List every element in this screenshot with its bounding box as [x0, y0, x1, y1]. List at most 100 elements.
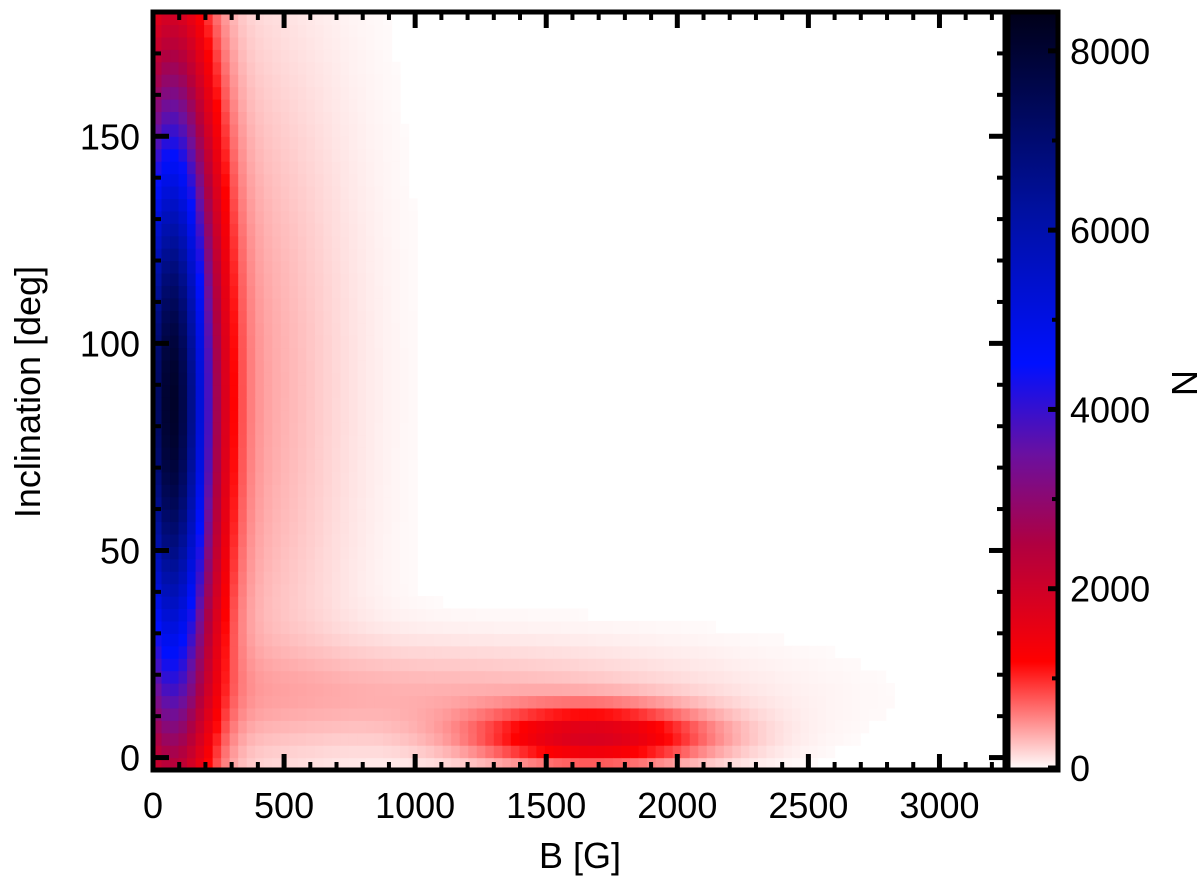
heatmap-cell: [732, 720, 742, 734]
heatmap-cell: [331, 397, 342, 411]
heatmap-cell: [195, 335, 205, 349]
heatmap-cell: [400, 248, 410, 262]
y-tick-label: 50: [100, 530, 140, 571]
heatmap-cell: [374, 173, 384, 187]
heatmap-cell: [809, 707, 819, 721]
heatmap-cell: [212, 633, 222, 647]
heatmap-cell: [374, 49, 384, 63]
heatmap-cell: [340, 422, 350, 436]
heatmap-cell: [340, 310, 350, 324]
heatmap-cell: [340, 720, 350, 734]
heatmap-cell: [263, 185, 273, 199]
heatmap-cell: [246, 173, 256, 187]
heatmap-cell: [383, 347, 393, 361]
heatmap-cell: [323, 36, 333, 50]
heatmap-cell: [366, 434, 376, 448]
heatmap-cell: [374, 446, 384, 460]
heatmap-cell: [340, 235, 350, 249]
heatmap-cell: [272, 484, 282, 498]
heatmap-cell: [289, 111, 299, 125]
heatmap-cell: [229, 707, 239, 721]
heatmap-cell: [340, 633, 350, 647]
heatmap-cell: [826, 670, 836, 684]
heatmap-cell: [170, 161, 180, 175]
heatmap-cell: [579, 732, 589, 746]
heatmap-cell: [408, 509, 418, 523]
heatmap-cell: [366, 422, 376, 436]
heatmap-cell: [331, 235, 342, 249]
heatmap-cell: [579, 683, 589, 697]
heatmap-cell: [314, 397, 324, 411]
heatmap-cell: [340, 571, 350, 585]
heatmap-cell: [280, 446, 290, 460]
heatmap-cell: [331, 484, 342, 498]
heatmap-cell: [383, 484, 393, 498]
heatmap-cell: [280, 347, 290, 361]
heatmap-cell: [774, 633, 785, 647]
heatmap-cell: [357, 248, 367, 262]
heatmap-cell: [877, 683, 887, 697]
heatmap-cell: [383, 384, 393, 398]
heatmap-cell: [170, 86, 180, 100]
heatmap-cell: [851, 707, 861, 721]
heatmap-cell: [323, 658, 333, 672]
heatmap-cell: [229, 757, 239, 771]
heatmap-cell: [204, 148, 214, 162]
heatmap-cell: [204, 335, 214, 349]
heatmap-cell: [221, 397, 231, 411]
heatmap-cell: [391, 620, 401, 634]
heatmap-cell: [170, 198, 180, 212]
heatmap-cell: [289, 12, 299, 26]
heatmap-cell: [391, 372, 401, 386]
heatmap-cell: [596, 670, 606, 684]
heatmap-cell: [289, 608, 299, 622]
heatmap-cell: [289, 658, 299, 672]
heatmap-cell: [809, 658, 819, 672]
heatmap-cell: [238, 446, 248, 460]
heatmap-cell: [493, 645, 503, 659]
heatmap-cell: [153, 297, 163, 311]
heatmap-cell: [195, 732, 205, 746]
heatmap-cell: [613, 620, 623, 634]
heatmap-cell: [493, 633, 503, 647]
heatmap-cell: [417, 683, 427, 697]
heatmap-cell: [195, 571, 205, 585]
heatmap-cell: [442, 658, 452, 672]
heatmap-cell: [374, 136, 384, 150]
heatmap-cell: [527, 683, 537, 697]
heatmap-cell: [178, 446, 188, 460]
heatmap-cell: [323, 161, 333, 175]
heatmap-cell: [860, 720, 870, 734]
heatmap-cell: [195, 546, 205, 560]
heatmap-cell: [826, 707, 836, 721]
heatmap-cell: [263, 533, 273, 547]
heatmap-cell: [664, 720, 674, 734]
heatmap-cell: [306, 670, 316, 684]
heatmap-cell: [314, 434, 324, 448]
heatmap-cell: [408, 322, 418, 336]
heatmap-cell: [314, 260, 324, 274]
heatmap-cell: [340, 36, 350, 50]
heatmap-cell: [238, 757, 248, 771]
heatmap-cell: [153, 384, 163, 398]
heatmap-cell: [229, 459, 239, 473]
heatmap-cell: [630, 620, 640, 634]
heatmap-cell: [391, 74, 401, 88]
heatmap-cell: [280, 248, 290, 262]
heatmap-cell: [187, 496, 197, 510]
heatmap-cell: [519, 633, 529, 647]
heatmap-cell: [314, 422, 324, 436]
heatmap-cell: [817, 670, 827, 684]
heatmap-cell: [383, 111, 393, 125]
heatmap-cell: [238, 285, 248, 299]
heatmap-cell: [161, 136, 171, 150]
heatmap-cell: [187, 695, 197, 709]
heatmap-cell: [153, 596, 163, 610]
heatmap-cell: [306, 272, 316, 286]
heatmap-cell: [417, 732, 427, 746]
heatmap-cell: [366, 707, 376, 721]
heatmap-cell: [178, 210, 188, 224]
heatmap-cell: [314, 732, 324, 746]
heatmap-cell: [187, 645, 197, 659]
heatmap-cell: [877, 670, 887, 684]
